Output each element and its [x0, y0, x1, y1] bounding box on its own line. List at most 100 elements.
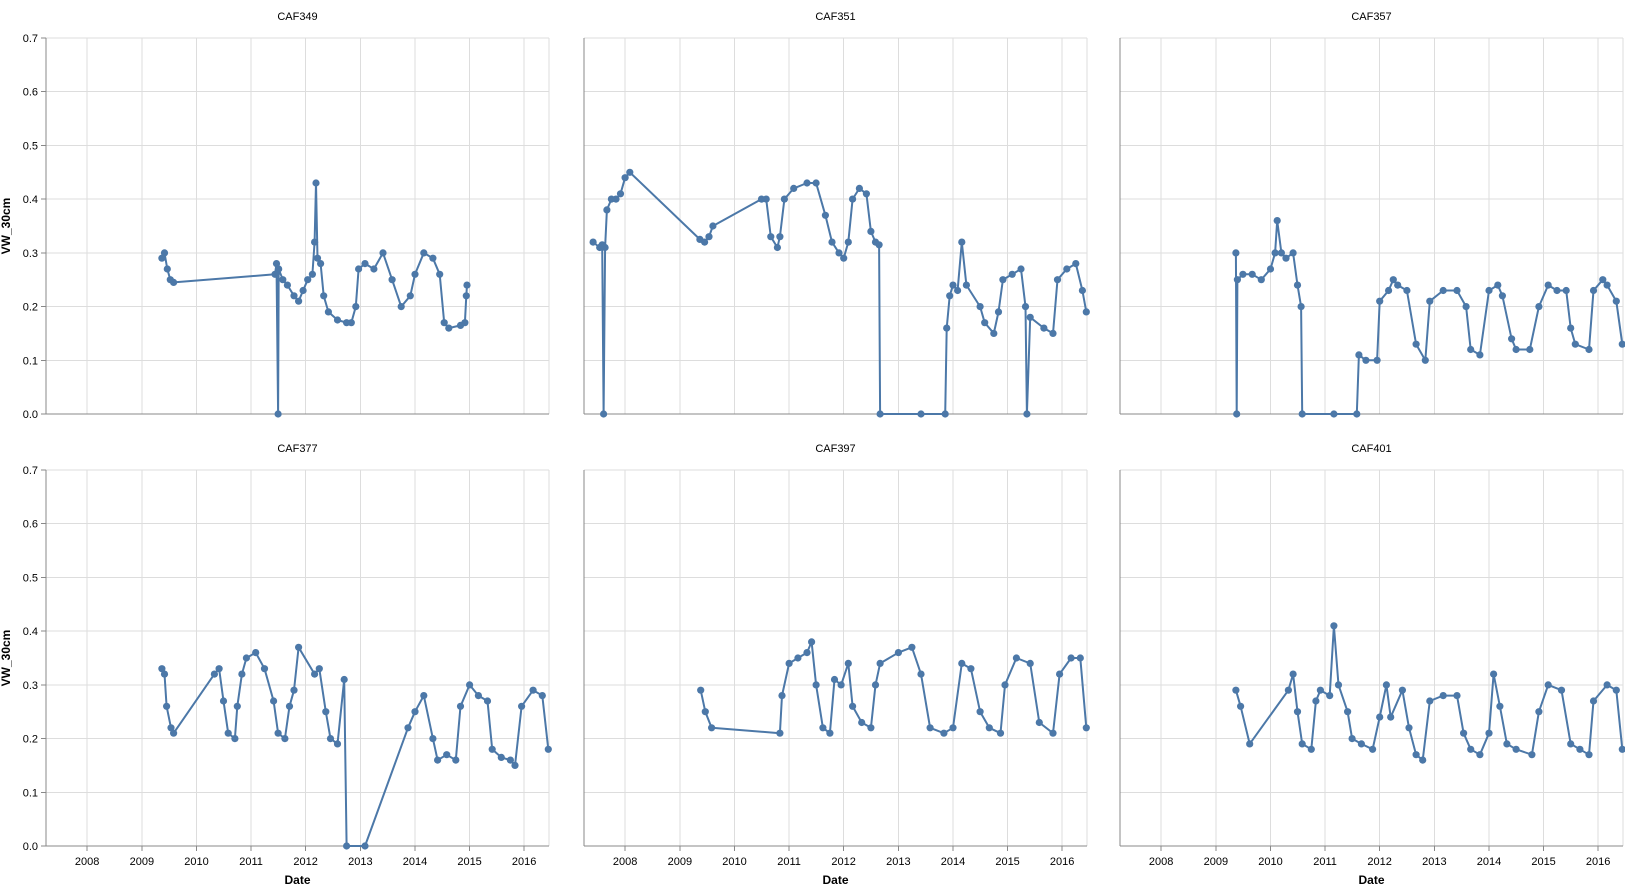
- data-point: [1419, 756, 1427, 764]
- x-tick-label: 2009: [130, 856, 154, 868]
- panel-title: CAF377: [277, 443, 317, 455]
- data-point: [1076, 654, 1084, 662]
- data-point: [855, 184, 864, 192]
- data-point: [1462, 303, 1470, 311]
- data-point: [1562, 286, 1570, 295]
- data-point: [1603, 681, 1611, 689]
- data-point: [1026, 659, 1034, 668]
- data-point: [1348, 735, 1356, 743]
- data-point: [844, 659, 852, 668]
- data-point: [210, 670, 218, 678]
- data-point: [275, 265, 283, 273]
- data-point: [290, 292, 298, 300]
- data-point: [621, 174, 629, 182]
- data-point: [1078, 286, 1086, 295]
- data-point: [304, 276, 312, 284]
- panel-caf349: CAF349 0.0 0.1 0.2 0.3 0.4 0.5 0.6 0.7 VW_30cm: [0, 11, 550, 421]
- x-tick-label: 2009: [668, 856, 692, 868]
- y-tick-label: 0.3: [23, 680, 38, 692]
- data-point: [1485, 729, 1493, 737]
- data-point: [844, 238, 852, 246]
- data-point: [411, 270, 419, 278]
- data-point: [322, 708, 330, 716]
- data-point: [612, 195, 620, 203]
- data-point: [600, 410, 608, 418]
- data-point: [1266, 265, 1275, 273]
- data-point: [1571, 340, 1579, 348]
- data-point: [819, 724, 827, 732]
- data-point: [1355, 351, 1363, 359]
- data-point: [949, 281, 957, 289]
- data-point: [697, 686, 705, 694]
- y-tick-label: 0.0: [23, 409, 38, 421]
- x-tick-label: 2008: [75, 856, 99, 868]
- data-point: [1508, 335, 1516, 343]
- data-point: [1403, 286, 1411, 295]
- data-point: [926, 724, 934, 732]
- data-point: [941, 410, 949, 418]
- data-point: [1049, 729, 1057, 737]
- x-axis-title: Date: [822, 873, 848, 887]
- data-point: [1357, 740, 1365, 748]
- y-tick-label: 0.1: [23, 355, 38, 367]
- data-point: [326, 735, 335, 743]
- data-point: [767, 233, 775, 241]
- data-point: [215, 665, 223, 673]
- data-point: [1023, 410, 1031, 418]
- data-point: [347, 319, 355, 327]
- data-point: [616, 190, 625, 198]
- data-point: [1585, 345, 1593, 354]
- panel-caf357: CAF357: [1119, 11, 1625, 418]
- x-tick-label: 2010: [184, 856, 208, 868]
- x-axis-title: Date: [1358, 873, 1384, 887]
- data-point: [1273, 217, 1281, 225]
- data-point: [456, 702, 465, 710]
- x-tick-label: 2016: [1586, 856, 1610, 868]
- panel-title: CAF351: [815, 11, 855, 23]
- data-point: [790, 184, 798, 192]
- data-point: [483, 697, 492, 705]
- data-point: [1544, 281, 1552, 289]
- data-point: [1618, 745, 1625, 753]
- data-point: [1387, 713, 1395, 721]
- data-point: [219, 697, 228, 705]
- data-point: [1557, 686, 1566, 694]
- data-point: [397, 303, 405, 311]
- data-point: [708, 724, 716, 732]
- data-point: [917, 670, 925, 678]
- data-point: [1496, 702, 1504, 710]
- data-point: [780, 195, 789, 203]
- data-point: [778, 692, 786, 700]
- data-point: [285, 702, 294, 710]
- data-point: [1439, 286, 1447, 295]
- data-point: [1585, 751, 1593, 759]
- x-tick-label: 2014: [1477, 856, 1501, 868]
- x-tick-label: 2011: [239, 856, 263, 868]
- data-point: [1298, 740, 1306, 748]
- x-tick-label: 2013: [348, 856, 372, 868]
- data-point: [429, 735, 437, 743]
- data-point: [1277, 249, 1285, 257]
- data-point: [404, 724, 412, 732]
- data-point: [311, 238, 319, 246]
- panel-title: CAF401: [1351, 443, 1391, 455]
- data-point: [272, 260, 281, 268]
- data-point: [163, 702, 171, 710]
- data-point: [170, 729, 178, 737]
- data-point: [962, 281, 971, 289]
- data-point: [1526, 345, 1534, 354]
- data-point: [1312, 697, 1320, 705]
- data-point: [1612, 686, 1620, 694]
- data-point: [167, 724, 175, 732]
- data-point: [271, 270, 279, 278]
- data-point: [1239, 270, 1247, 278]
- data-point: [1056, 670, 1064, 678]
- data-point: [370, 265, 378, 273]
- data-point: [1512, 745, 1520, 753]
- panel-caf397: CAF397 2008 2009 2010 2011 2012 2013 2014 2015 20…: [583, 443, 1090, 887]
- data-point: [958, 238, 966, 246]
- data-point: [361, 260, 369, 268]
- data-point: [701, 708, 709, 716]
- data-point: [776, 233, 784, 241]
